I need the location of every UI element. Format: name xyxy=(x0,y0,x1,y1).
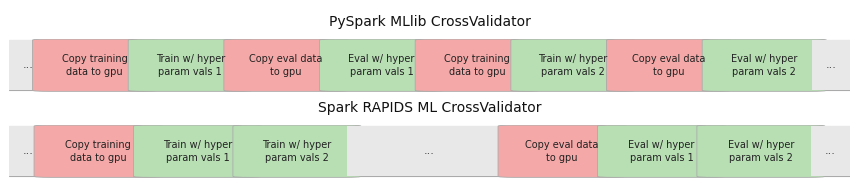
Text: ...: ... xyxy=(825,146,836,156)
Text: PySpark MLlib CrossValidator: PySpark MLlib CrossValidator xyxy=(328,15,531,29)
Text: Train w/ hyper
param vals 2: Train w/ hyper param vals 2 xyxy=(539,54,607,77)
FancyBboxPatch shape xyxy=(233,125,361,177)
Text: ...: ... xyxy=(424,146,435,156)
Text: Train w/ hyper
param vals 1: Train w/ hyper param vals 1 xyxy=(155,54,225,77)
Text: ...: ... xyxy=(23,146,34,156)
Bar xyxy=(9,40,47,90)
Bar xyxy=(347,126,512,176)
FancyBboxPatch shape xyxy=(697,125,825,177)
FancyBboxPatch shape xyxy=(320,39,444,91)
Text: Eval w/ hyper
param vals 2: Eval w/ hyper param vals 2 xyxy=(728,140,794,163)
Text: Train w/ hyper
param vals 1: Train w/ hyper param vals 1 xyxy=(163,140,232,163)
FancyBboxPatch shape xyxy=(498,125,626,177)
Text: ...: ... xyxy=(825,60,837,70)
FancyBboxPatch shape xyxy=(133,125,261,177)
Text: Copy training
data to gpu: Copy training data to gpu xyxy=(65,140,131,163)
Text: Copy training
data to gpu: Copy training data to gpu xyxy=(444,54,510,77)
Text: Copy training
data to gpu: Copy training data to gpu xyxy=(62,54,127,77)
FancyBboxPatch shape xyxy=(702,39,826,91)
Text: Copy eval data
to gpu: Copy eval data to gpu xyxy=(632,54,705,77)
FancyBboxPatch shape xyxy=(606,39,731,91)
Text: Eval w/ hyper
param vals 1: Eval w/ hyper param vals 1 xyxy=(628,140,695,163)
FancyBboxPatch shape xyxy=(598,125,726,177)
FancyBboxPatch shape xyxy=(34,125,162,177)
FancyBboxPatch shape xyxy=(128,39,253,91)
Bar xyxy=(9,126,48,176)
Text: Copy eval data
to gpu: Copy eval data to gpu xyxy=(526,140,599,163)
Bar xyxy=(812,40,850,90)
Text: Eval w/ hyper
param vals 2: Eval w/ hyper param vals 2 xyxy=(731,54,797,77)
FancyBboxPatch shape xyxy=(224,39,348,91)
Bar xyxy=(811,126,850,176)
FancyBboxPatch shape xyxy=(511,39,635,91)
Text: Train w/ hyper
param vals 2: Train w/ hyper param vals 2 xyxy=(262,140,332,163)
FancyBboxPatch shape xyxy=(415,39,539,91)
Text: ...: ... xyxy=(22,60,34,70)
Text: Spark RAPIDS ML CrossValidator: Spark RAPIDS ML CrossValidator xyxy=(318,101,541,115)
FancyBboxPatch shape xyxy=(33,39,157,91)
Text: Copy eval data
to gpu: Copy eval data to gpu xyxy=(249,54,323,77)
Text: Eval w/ hyper
param vals 1: Eval w/ hyper param vals 1 xyxy=(349,54,415,77)
